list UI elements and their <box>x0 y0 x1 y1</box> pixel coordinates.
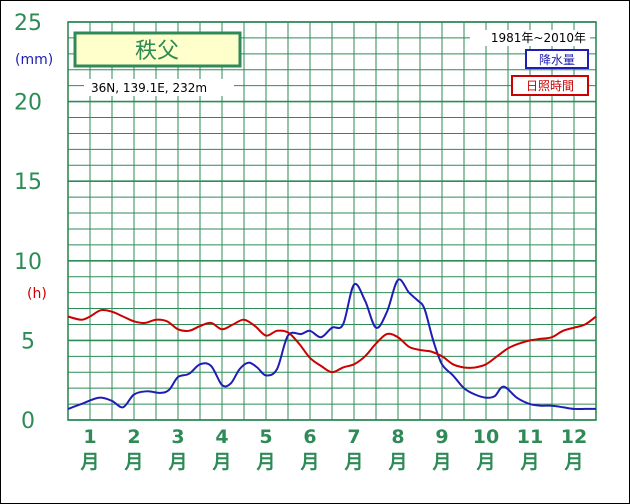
legend-label-sunshine: 日照時間 <box>526 79 574 93</box>
location-label-bg <box>84 79 234 96</box>
x-tick-label: 6 <box>303 426 316 448</box>
legend: 降水量 日照時間 <box>511 49 589 96</box>
sunshine-line <box>67 308 597 374</box>
legend-label-precipitation: 降水量 <box>539 53 575 67</box>
x-tick-label: 2 <box>127 426 140 448</box>
x-tick-label: 12 <box>561 426 587 448</box>
x-tick-unit: 月 <box>431 451 451 473</box>
x-tick-unit: 月 <box>343 451 363 473</box>
x-tick-unit: 月 <box>387 451 407 473</box>
y-unit-h: (h) <box>27 286 47 302</box>
y-tick-label: 10 <box>14 250 42 275</box>
x-tick-unit: 月 <box>563 451 583 473</box>
x-tick-unit: 月 <box>79 451 99 473</box>
y-tick-label: 20 <box>14 91 42 116</box>
station-name: 秩父 <box>135 39 179 64</box>
x-tick-label: 4 <box>215 426 228 448</box>
x-tick-unit: 月 <box>123 451 143 473</box>
station-location: 36N, 139.1E, 232m <box>91 81 207 95</box>
period-label-bg <box>470 30 590 46</box>
data-period: 1981年~2010年 <box>491 31 586 45</box>
x-tick-unit: 月 <box>211 451 231 473</box>
x-tick-label: 7 <box>347 426 360 448</box>
precipitation-line <box>67 278 596 410</box>
legend-box-precipitation <box>525 49 589 69</box>
x-tick-label: 10 <box>473 426 499 448</box>
x-tick-unit: 月 <box>475 451 495 473</box>
series-lines <box>67 278 597 410</box>
x-tick-label: 5 <box>259 426 272 448</box>
y-tick-label: 5 <box>21 329 35 354</box>
x-tick-label: 8 <box>391 426 404 448</box>
legend-box-sunshine <box>511 75 589 96</box>
y-tick-label: 15 <box>14 170 42 195</box>
x-tick-unit: 月 <box>519 451 539 473</box>
plot-area-border <box>67 21 597 421</box>
y-tick-label: 0 <box>21 409 35 434</box>
x-tick-label: 3 <box>171 426 184 448</box>
x-tick-label: 9 <box>435 426 448 448</box>
x-tick-label: 1 <box>83 426 96 448</box>
x-tick-unit: 月 <box>255 451 275 473</box>
station-name-box <box>73 31 242 68</box>
x-axis-labels: 1 月 2 月 3 月 4 月 5 月 6 月 7 月 8 月 9 月 10 月 11 月 12 月 <box>79 426 587 473</box>
y-tick-label: 25 <box>14 11 42 36</box>
y-axis-ticks: 0 5 10 15 20 25 <box>14 11 42 434</box>
y-unit-mm: (mm) <box>15 52 53 68</box>
x-tick-unit: 月 <box>167 451 187 473</box>
x-tick-label: 11 <box>517 426 543 448</box>
x-tick-unit: 月 <box>299 451 319 473</box>
